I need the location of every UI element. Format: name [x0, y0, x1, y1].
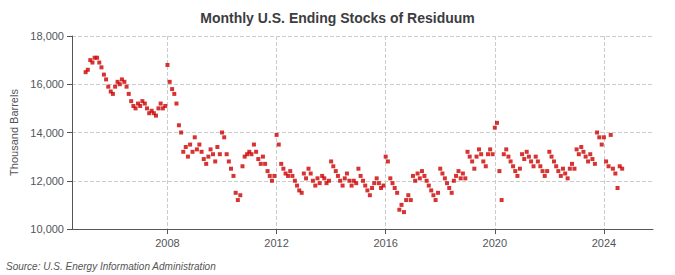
svg-text:Source: U.S. Energy Informatio: Source: U.S. Energy Information Administ…	[6, 261, 216, 272]
svg-text:14,000: 14,000	[30, 127, 64, 139]
svg-text:18,000: 18,000	[30, 30, 64, 42]
svg-text:2020: 2020	[483, 237, 507, 249]
svg-text:2008: 2008	[155, 237, 179, 249]
svg-text:16,000: 16,000	[30, 78, 64, 90]
svg-text:2016: 2016	[373, 237, 397, 249]
svg-text:10,000: 10,000	[30, 223, 64, 235]
svg-text:2012: 2012	[264, 237, 288, 249]
svg-text:Thousand Barrels: Thousand Barrels	[8, 89, 20, 176]
svg-text:Monthly U.S. Ending Stocks of: Monthly U.S. Ending Stocks of Residuum	[200, 10, 475, 26]
svg-text:2024: 2024	[592, 237, 616, 249]
svg-text:12,000: 12,000	[30, 175, 64, 187]
